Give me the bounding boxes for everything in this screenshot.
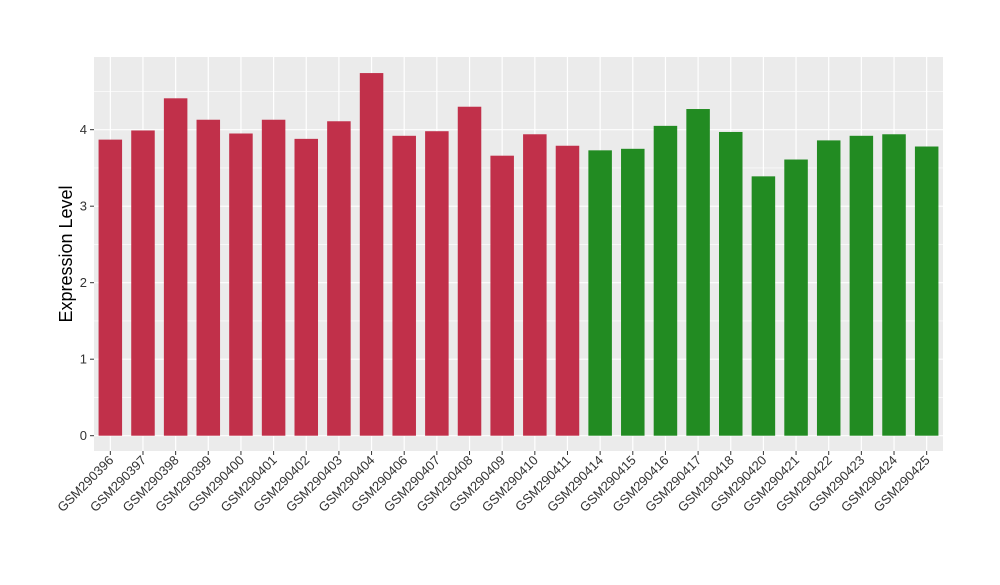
bar [555, 145, 580, 436]
bar [621, 148, 645, 436]
bar [588, 150, 612, 436]
y-tick-label: 1 [80, 352, 87, 367]
y-tick-label: 0 [80, 428, 87, 443]
bar [849, 135, 874, 436]
bar [163, 98, 188, 436]
y-tick-label: 2 [80, 275, 87, 290]
bar [327, 121, 351, 436]
bar [131, 130, 155, 436]
bar [882, 134, 906, 436]
y-axis-title: Expression Level [56, 185, 76, 322]
bar [914, 146, 939, 436]
y-tick-label: 3 [80, 199, 87, 214]
bars [98, 73, 939, 436]
bar [784, 159, 808, 436]
bar [686, 109, 710, 436]
y-axis: 0 1 2 3 4 [80, 122, 94, 443]
bar [523, 134, 547, 436]
bar [98, 139, 123, 436]
plot-panel [94, 57, 943, 451]
bar [392, 135, 416, 436]
x-axis: GSM290396GSM290397GSM290398GSM290399GSM2… [54, 451, 933, 515]
y-tick-label: 4 [80, 122, 87, 137]
bar [196, 119, 221, 436]
bar [816, 140, 841, 436]
bar [457, 106, 482, 436]
bar [229, 133, 253, 436]
bar [653, 125, 678, 436]
bar [751, 176, 776, 436]
bar [718, 131, 743, 436]
bar [490, 155, 514, 436]
bar [261, 119, 286, 436]
bar [425, 131, 449, 436]
bar [359, 73, 384, 436]
bar [294, 138, 319, 436]
